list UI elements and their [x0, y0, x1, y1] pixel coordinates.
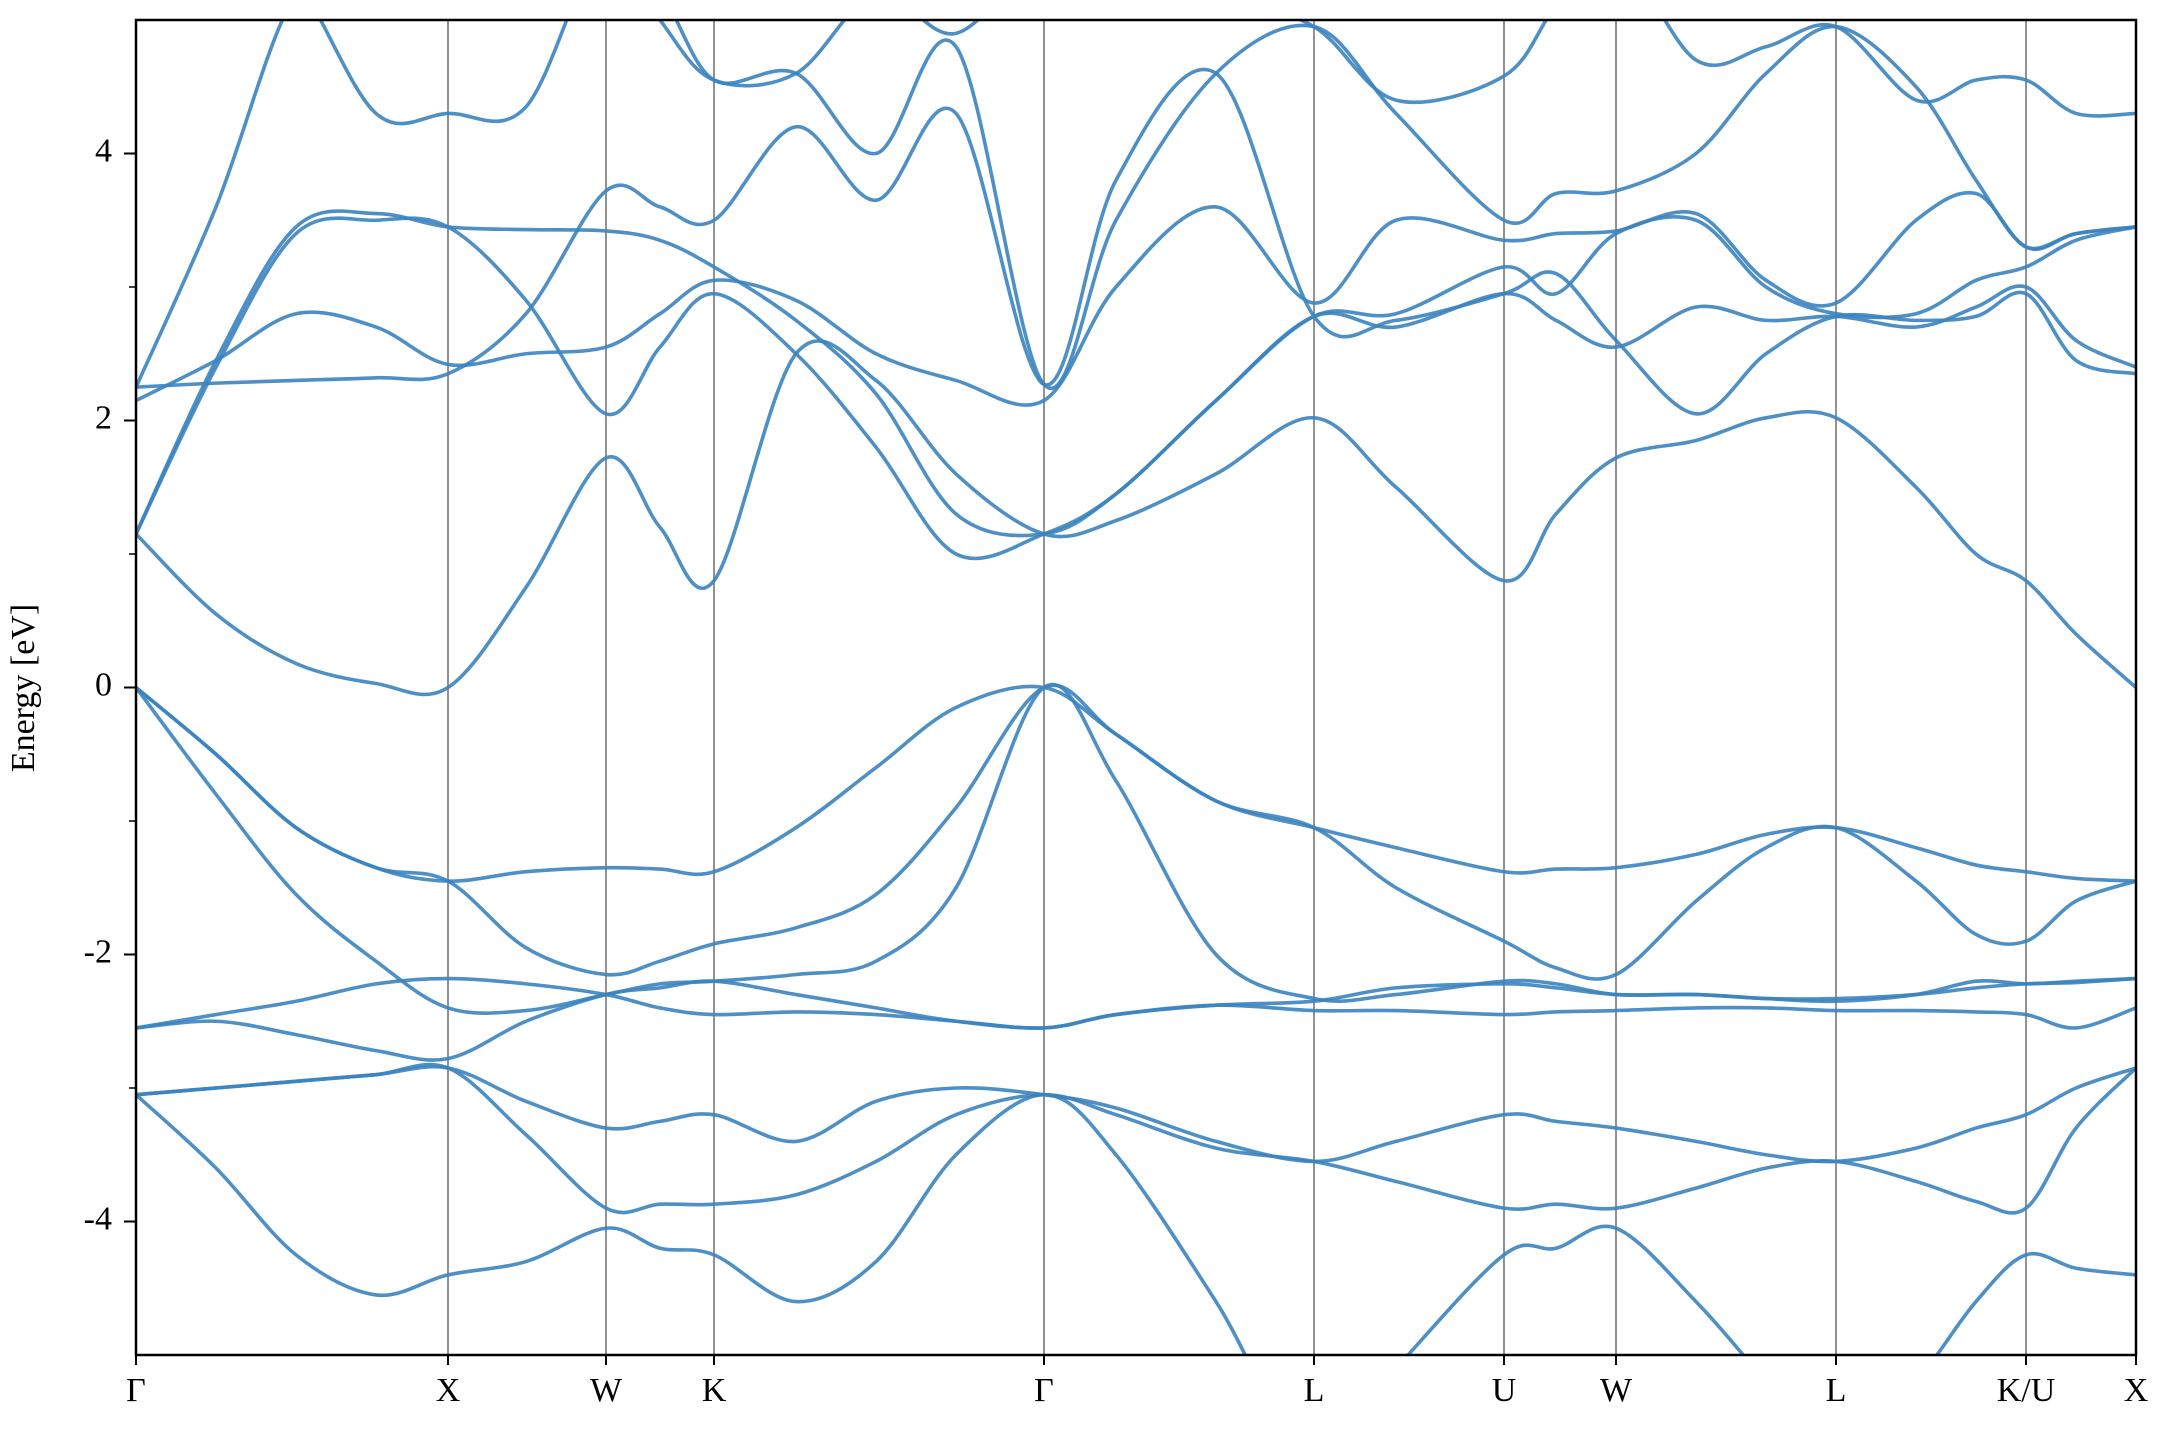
x-tick-label: X [2124, 1372, 2149, 1409]
x-tick-label: U [1492, 1372, 1517, 1409]
x-tick-label: W [1600, 1372, 1633, 1409]
band-line [136, 1092, 2136, 1355]
x-tick-label: W [590, 1372, 623, 1409]
bands [136, 20, 2136, 1355]
x-tick-label: Γ [1034, 1372, 1054, 1409]
axes-layer: Γ X W K Γ L U W L K/U X -4 -2 0 2 4 [84, 132, 2149, 1409]
y-tick-label: -4 [84, 1200, 112, 1237]
y-tick-label: 0 [95, 666, 112, 703]
band-line [136, 339, 2136, 697]
x-tick-label: L [1304, 1372, 1325, 1409]
band-line [136, 684, 2136, 883]
y-tick-label: 4 [95, 132, 112, 169]
x-tick-label: L [1826, 1372, 1847, 1409]
band-line [136, 20, 2136, 390]
band-line [136, 190, 2136, 407]
y-axis-label: Energy [eV] [5, 604, 42, 772]
band-line [318, 20, 2136, 126]
x-tick-label: X [436, 1372, 461, 1409]
band-line [136, 67, 2136, 416]
band-line [136, 209, 2136, 538]
x-tick-label: K/U [1997, 1372, 2056, 1409]
band-line [136, 1062, 2136, 1215]
x-tick-label: K [702, 1372, 727, 1409]
x-tick-label: Γ [126, 1372, 146, 1409]
y-tick-label: -2 [84, 933, 112, 970]
band-line [136, 976, 2136, 1030]
y-tick-label: 2 [95, 399, 112, 436]
band-line [136, 683, 2136, 1015]
band-line [136, 1064, 2136, 1164]
